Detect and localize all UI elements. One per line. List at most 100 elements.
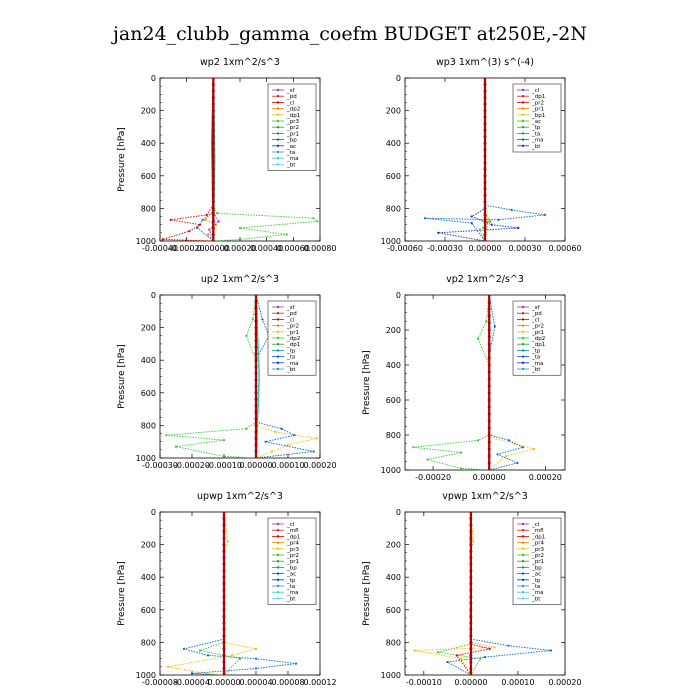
profile-marker: [483, 180, 487, 184]
legend-entry: _ta: [531, 355, 540, 361]
y-tick-label: 400: [141, 356, 156, 365]
x-tick-label: 0.00020: [529, 473, 562, 482]
series-point: [507, 644, 510, 647]
profile-marker: [222, 569, 226, 573]
legend-entry: _ta: [286, 355, 295, 361]
x-tick-label: -0.00010: [406, 678, 442, 687]
series-line-pr2: [484, 78, 489, 241]
legend-marker: [521, 541, 525, 544]
profile-marker: [487, 405, 491, 409]
series-point: [205, 213, 208, 216]
profile-marker: [483, 226, 487, 230]
y-tick-label: 600: [386, 172, 401, 181]
series-point: [446, 660, 449, 664]
profile-marker: [254, 423, 258, 427]
profile-marker: [483, 128, 487, 132]
profile-marker: [211, 193, 215, 197]
y-tick-label: 600: [386, 396, 401, 405]
series-point: [426, 458, 429, 461]
legend-marker: [276, 355, 280, 358]
profile-marker: [222, 543, 226, 547]
legend-marker: [521, 107, 525, 110]
profile-marker: [487, 328, 491, 332]
legend-marker: [276, 560, 280, 563]
profile-marker: [469, 653, 473, 657]
legend-marker: [521, 547, 525, 550]
legend-entry: _pr3: [286, 547, 300, 553]
legend-marker: [276, 138, 280, 141]
profile-marker: [483, 154, 487, 158]
y-axis-label: Pressure [hPa]: [362, 561, 372, 626]
y-tick-label: 0: [151, 508, 156, 517]
x-tick-label: 0.00000: [197, 244, 230, 253]
panel-1: wp2 1xm^2/s^3 Pressure [hPa] 0 200 400 600 800…: [117, 57, 337, 253]
legend-marker: [276, 150, 280, 154]
series-point: [201, 218, 204, 221]
profile-marker: [254, 378, 258, 382]
legend-entry: _ma: [531, 138, 543, 144]
series-point: [245, 334, 248, 337]
legend-marker: [276, 597, 280, 600]
profile-marker: [211, 239, 215, 241]
legend-box: [512, 83, 562, 153]
profile-marker: [487, 412, 491, 416]
series-point: [196, 226, 199, 230]
legend-entry: _pr3: [531, 547, 545, 553]
profile-marker: [483, 232, 487, 236]
profile-marker: [211, 89, 215, 93]
legend-marker: [521, 305, 525, 309]
series-point: [280, 427, 283, 430]
series-point: [294, 662, 298, 665]
profile-marker: [211, 187, 215, 191]
legend-marker: [521, 113, 525, 117]
legend-entry: _cl: [531, 522, 540, 528]
profile-marker: [211, 141, 215, 145]
series-point: [208, 228, 211, 231]
profile-marker: [254, 391, 258, 395]
profile-marker: [487, 377, 491, 381]
y-tick-label: 1000: [381, 237, 401, 246]
legend-entry: _dp1: [286, 342, 300, 348]
y-tick-label: 800: [386, 638, 401, 647]
profile-marker: [487, 447, 491, 451]
x-tick-label: 0.00000: [468, 244, 501, 253]
series-point: [165, 434, 168, 437]
profile-marker: [254, 358, 258, 362]
profile-marker: [483, 96, 487, 100]
x-tick-label: -0.00020: [415, 473, 451, 482]
legend-marker: [521, 535, 525, 538]
legend-entry: _dp1: [286, 113, 300, 119]
legend-entry: _pr1: [286, 330, 299, 336]
profile-marker: [487, 398, 491, 402]
legend-marker: [276, 157, 280, 160]
x-tick-label: -0.00030: [142, 461, 178, 470]
legend-entry: _pr2: [286, 553, 299, 559]
x-tick-label: 0.00020: [548, 678, 581, 687]
profile-marker: [222, 673, 226, 675]
legend-entry: _pr1: [286, 559, 299, 565]
series-point: [493, 325, 496, 328]
profile-marker: [211, 174, 215, 178]
profile-marker: [487, 363, 491, 367]
series-point: [198, 649, 202, 652]
x-tick-label: 0.00000: [207, 678, 240, 687]
figure-title: jan24_clubb_gamma_coefm BUDGET at250E,-2…: [111, 23, 587, 45]
profile-marker: [222, 536, 226, 540]
y-tick-label: 400: [141, 139, 156, 148]
legend-marker: [276, 522, 280, 526]
series-point: [264, 440, 267, 443]
legend-marker: [521, 597, 525, 600]
profile-marker: [222, 549, 226, 553]
profile-marker: [211, 213, 215, 217]
legend-entry: _ac: [286, 144, 296, 150]
profile-marker: [483, 83, 487, 87]
legend-entry: _tp: [531, 125, 541, 131]
profile-marker: [222, 660, 226, 664]
profile-marker: [211, 135, 215, 139]
y-tick-label: 0: [396, 74, 401, 83]
legend-marker: [276, 126, 280, 129]
series-point: [470, 222, 473, 225]
y-tick-label: 600: [141, 172, 156, 181]
profile-marker: [254, 449, 258, 453]
y-tick-label: 200: [141, 324, 156, 333]
